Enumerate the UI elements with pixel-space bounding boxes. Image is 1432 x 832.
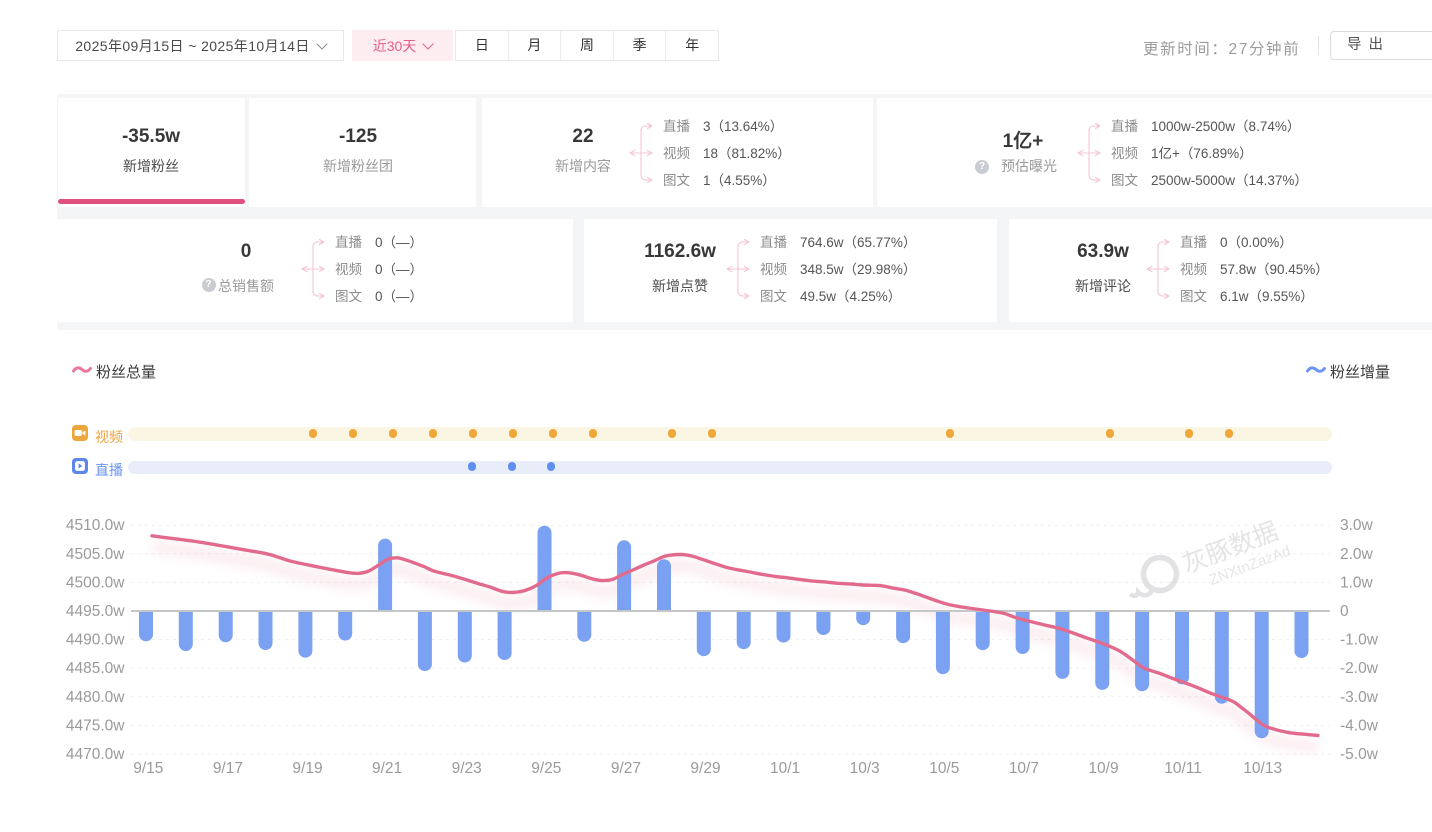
svg-text:10/1: 10/1	[770, 760, 800, 777]
svg-text:4505.0w: 4505.0w	[66, 546, 125, 563]
svg-text:4485.0w: 4485.0w	[66, 660, 125, 677]
svg-text:-3.0w: -3.0w	[1340, 689, 1379, 706]
svg-text:4510.0w: 4510.0w	[66, 517, 125, 534]
svg-text:4500.0w: 4500.0w	[66, 574, 125, 591]
svg-text:9/21: 9/21	[372, 760, 402, 777]
svg-text:9/19: 9/19	[292, 760, 322, 777]
svg-text:9/29: 9/29	[690, 760, 720, 777]
svg-text:-5.0w: -5.0w	[1340, 746, 1379, 763]
svg-text:10/3: 10/3	[850, 760, 880, 777]
svg-text:4470.0w: 4470.0w	[66, 746, 125, 763]
svg-text:10/9: 10/9	[1088, 760, 1118, 777]
svg-text:2.0w: 2.0w	[1340, 546, 1374, 563]
svg-text:10/11: 10/11	[1164, 760, 1202, 777]
svg-text:-4.0w: -4.0w	[1340, 717, 1379, 734]
svg-text:1.0w: 1.0w	[1340, 574, 1374, 591]
svg-text:-2.0w: -2.0w	[1340, 660, 1379, 677]
svg-text:4480.0w: 4480.0w	[66, 689, 125, 706]
svg-text:9/15: 9/15	[133, 760, 163, 777]
svg-text:4495.0w: 4495.0w	[66, 603, 125, 620]
svg-text:10/7: 10/7	[1009, 760, 1039, 777]
svg-text:10/13: 10/13	[1243, 760, 1282, 777]
svg-text:9/25: 9/25	[531, 760, 561, 777]
svg-text:4475.0w: 4475.0w	[66, 717, 125, 734]
svg-text:10/5: 10/5	[929, 760, 959, 777]
svg-text:9/27: 9/27	[611, 760, 641, 777]
svg-text:0: 0	[1340, 603, 1349, 620]
svg-text:-1.0w: -1.0w	[1340, 632, 1379, 649]
svg-text:9/17: 9/17	[213, 760, 243, 777]
svg-text:4490.0w: 4490.0w	[66, 632, 125, 649]
svg-text:3.0w: 3.0w	[1340, 517, 1374, 534]
svg-text:9/23: 9/23	[452, 760, 482, 777]
